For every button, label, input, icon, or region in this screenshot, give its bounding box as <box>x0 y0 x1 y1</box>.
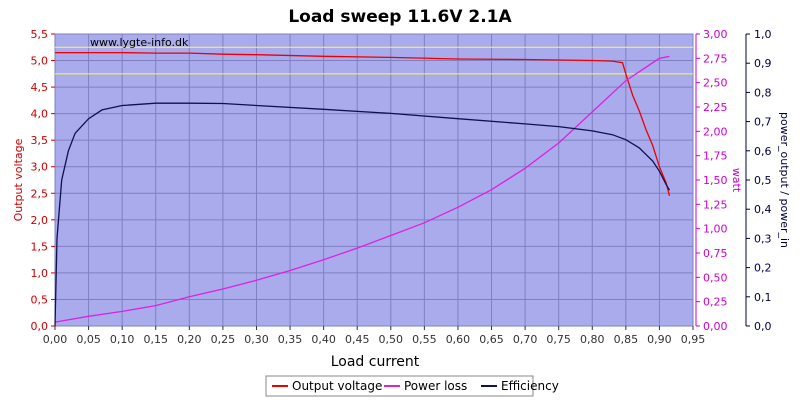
y-left-tick-label: 4,5 <box>31 81 49 94</box>
x-tick-label: 0,60 <box>446 333 471 346</box>
y-right2-tick-label: 1,0 <box>754 28 772 41</box>
x-tick-label: 0,55 <box>412 333 437 346</box>
x-axis: 0,00 0,05 0,10 0,15 0,20 0,25 0,30 0,35 0,40 0,45… <box>43 326 706 346</box>
y-right1-tick-label: 0,75 <box>703 247 728 260</box>
x-tick-label: 0,45 <box>345 333 370 346</box>
y-right2-tick-label: 0,4 <box>754 203 772 216</box>
y-right2-tick-label: 0,2 <box>754 262 772 275</box>
series-line-output-voltage <box>55 51 671 197</box>
y-right2-tick-label: 0,9 <box>754 57 772 70</box>
y-right2-tick-label: 0,6 <box>754 145 772 158</box>
y-right2-tick-label: 0,5 <box>754 174 772 187</box>
y-right1-axis-label: watt <box>730 168 743 193</box>
legend: Output voltage Power loss Efficiency <box>265 375 559 397</box>
y-right2-tick-label: 0,3 <box>754 232 772 245</box>
y-right1-tick-label: 1,25 <box>703 198 728 211</box>
y-axis-left: 0,0 0,5 1,0 1,5 2,0 2,5 3,0 3,5 4,0 4,5 5,0 5,5 Outp… <box>12 28 55 333</box>
y-axis-right-watt: 0,00 0,25 0,50 0,75 1,00 1,25 1,50 1,75 2,00 2,25… <box>695 28 743 333</box>
y-right1-tick-label: 0,00 <box>703 320 728 333</box>
x-tick-label: 0,40 <box>311 333 336 346</box>
x-tick-label: 0,85 <box>614 333 639 346</box>
y-right2-tick-label: 0,8 <box>754 86 772 99</box>
x-tick-label: 0,70 <box>513 333 538 346</box>
y-right2-tick-label: 0,1 <box>754 291 772 304</box>
x-tick-label: 0,05 <box>76 333 101 346</box>
y-right1-tick-label: 1,50 <box>703 174 728 187</box>
x-tick-label: 0,20 <box>177 333 202 346</box>
y-right1-tick-label: 2,50 <box>703 77 728 90</box>
x-tick-label: 0,15 <box>143 333 168 346</box>
x-tick-label: 0,75 <box>546 333 571 346</box>
y-left-tick-label: 2,0 <box>31 214 49 227</box>
y-left-tick-label: 0,0 <box>31 320 49 333</box>
y-left-tick-label: 2,5 <box>31 187 49 200</box>
y-right1-tick-label: 1,75 <box>703 150 728 163</box>
y-right1-tick-label: 1,00 <box>703 223 728 236</box>
x-tick-label: 0,50 <box>379 333 404 346</box>
x-tick-label: 0,10 <box>110 333 135 346</box>
x-tick-label: 0,25 <box>211 333 236 346</box>
series-group <box>54 51 671 327</box>
legend-label: Efficiency <box>501 379 559 393</box>
x-tick-label: 0,35 <box>278 333 303 346</box>
y-right1-tick-label: 2,25 <box>703 101 728 114</box>
x-tick-label: 0,90 <box>647 333 672 346</box>
x-tick-label: 0,95 <box>681 333 706 346</box>
legend-label: Power loss <box>404 379 467 393</box>
y-left-tick-label: 4,0 <box>31 108 49 121</box>
y-left-tick-label: 1,5 <box>31 240 49 253</box>
y-left-tick-label: 5,0 <box>31 55 49 68</box>
y-right1-tick-label: 2,75 <box>703 52 728 65</box>
grid <box>54 33 694 327</box>
reference-lines <box>55 46 693 75</box>
x-axis-label: Load current <box>331 354 420 370</box>
series-line-power-loss <box>54 55 670 323</box>
legend-label: Output voltage <box>292 379 382 393</box>
x-tick-label: 0,80 <box>580 333 605 346</box>
y-right1-tick-label: 2,00 <box>703 125 728 138</box>
y-left-tick-label: 3,5 <box>31 134 49 147</box>
x-tick-label: 0,00 <box>43 333 68 346</box>
x-tick-label: 0,65 <box>479 333 504 346</box>
y-left-tick-label: 5,5 <box>31 28 49 41</box>
y-right2-tick-label: 0,7 <box>754 116 772 129</box>
x-tick-label: 0,30 <box>244 333 269 346</box>
y-right2-axis-label: power_output / power_in <box>778 112 791 248</box>
chart-title: Load sweep 11.6V 2.1A <box>288 7 512 27</box>
watermark: www.lygte-info.dk <box>90 36 189 49</box>
plot-area <box>54 33 694 327</box>
y-left-tick-label: 1,0 <box>31 267 49 280</box>
y-right1-tick-label: 0,25 <box>703 296 728 309</box>
y-right1-tick-label: 0,50 <box>703 271 728 284</box>
y-left-axis-label: Output voltage <box>12 138 25 221</box>
y-left-tick-label: 0,5 <box>31 293 49 306</box>
y-axis-right-efficiency: 0,0 0,1 0,2 0,3 0,4 0,5 0,6 0,7 0,8 0,9 1,0 power_o… <box>745 28 791 333</box>
y-right1-tick-label: 3,00 <box>703 28 728 41</box>
y-right2-tick-label: 0,0 <box>754 320 772 333</box>
y-left-tick-label: 3,0 <box>31 161 49 174</box>
series-line-efficiency <box>54 102 671 327</box>
